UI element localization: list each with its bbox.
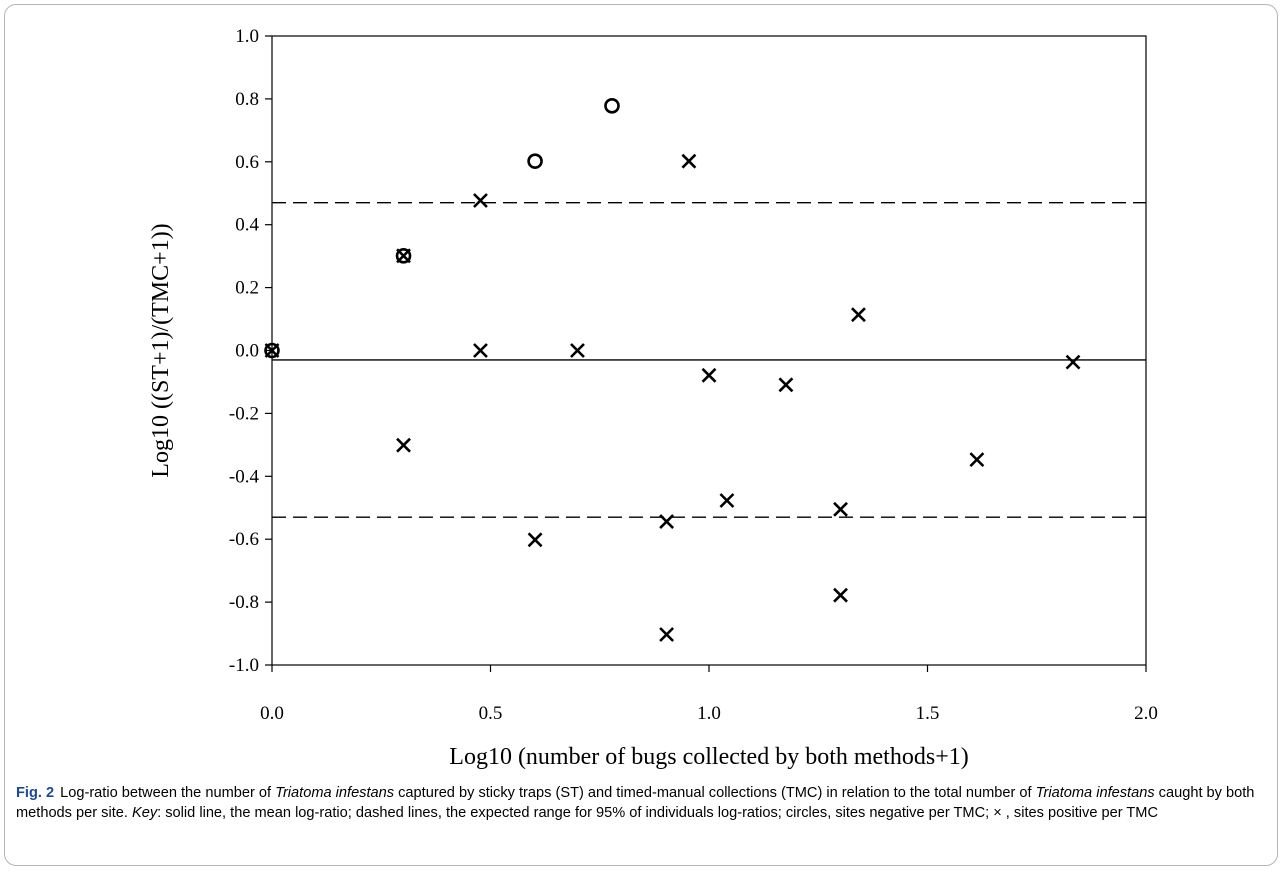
point-cross — [851, 307, 866, 323]
y-tick-label: -0.8 — [229, 592, 259, 613]
figure-caption: Fig. 2 Log-ratio between the number of Tr… — [16, 783, 1266, 823]
point-circle — [395, 248, 412, 264]
point-cross — [833, 587, 848, 603]
caption-species-2: Triatoma infestans — [1035, 785, 1155, 801]
caption-text-2: captured by sticky traps (ST) and timed-… — [394, 785, 1036, 801]
point-cross — [396, 437, 411, 453]
caption-key-label: Key — [132, 805, 158, 821]
y-tick-label: -0.2 — [229, 403, 259, 424]
x-tick-label: 0.0 — [260, 703, 284, 724]
caption-text-3: caught by both methods per site. — [16, 785, 1255, 821]
figure-frame — [4, 4, 1278, 866]
point-cross — [969, 452, 985, 468]
point-cross — [473, 193, 488, 208]
y-tick-label: 0.4 — [235, 215, 259, 236]
plot-area: 1.0 0.8 0.6 0.4 0.2 0.0 -0.2 -0.4 -0.6 -0.8 -1.0 0.… — [148, 26, 1158, 770]
caption-text-4: : solid line, the mean log-ratio; dashed… — [157, 805, 1158, 821]
x-tick-label: 2.0 — [1134, 703, 1158, 724]
point-cross — [396, 248, 411, 264]
plot-frame — [271, 35, 1147, 666]
y-axis-title: Log10 ((ST+1)/(TMC+1)) — [148, 223, 174, 477]
point-cross — [570, 343, 585, 358]
y-tick-label: 0.0 — [235, 341, 259, 362]
x-tick-label: 1.5 — [916, 703, 940, 724]
point-cross — [719, 493, 735, 508]
x-tick-label: 0.5 — [479, 703, 503, 724]
point-circle — [527, 153, 543, 169]
point-cross — [833, 501, 848, 517]
scatter-chart: 1.0 0.8 0.6 0.4 0.2 0.0 -0.2 -0.4 -0.6 -0.8 -1.0 0.… — [148, 26, 1158, 770]
x-tick-label: 1.0 — [697, 703, 721, 724]
point-cross — [527, 532, 543, 548]
point-cross — [659, 514, 675, 530]
point-cross — [701, 367, 717, 383]
caption-species-1: Triatoma infestans — [275, 785, 395, 801]
y-tick-label: 0.6 — [235, 152, 259, 173]
figure-label: Fig. 2 — [16, 785, 55, 801]
point-cross — [681, 153, 697, 169]
point-cross — [778, 377, 794, 393]
y-tick-label: 0.2 — [235, 278, 259, 299]
point-cross — [659, 627, 675, 642]
y-tick-label: -0.6 — [229, 529, 259, 550]
point-cross — [1065, 354, 1081, 370]
x-axis-title: Log10 (number of bugs collected by both … — [449, 744, 968, 770]
y-tick-label: -1.0 — [229, 655, 259, 676]
point-circle — [604, 98, 620, 114]
y-tick-label: 1.0 — [235, 26, 259, 47]
y-tick-label: 0.8 — [235, 89, 259, 110]
point-circle — [264, 342, 280, 359]
point-cross — [264, 343, 280, 358]
point-cross — [473, 343, 488, 358]
caption-text-1: Log-ratio between the number of — [60, 785, 276, 801]
y-tick-label: -0.4 — [229, 466, 260, 487]
